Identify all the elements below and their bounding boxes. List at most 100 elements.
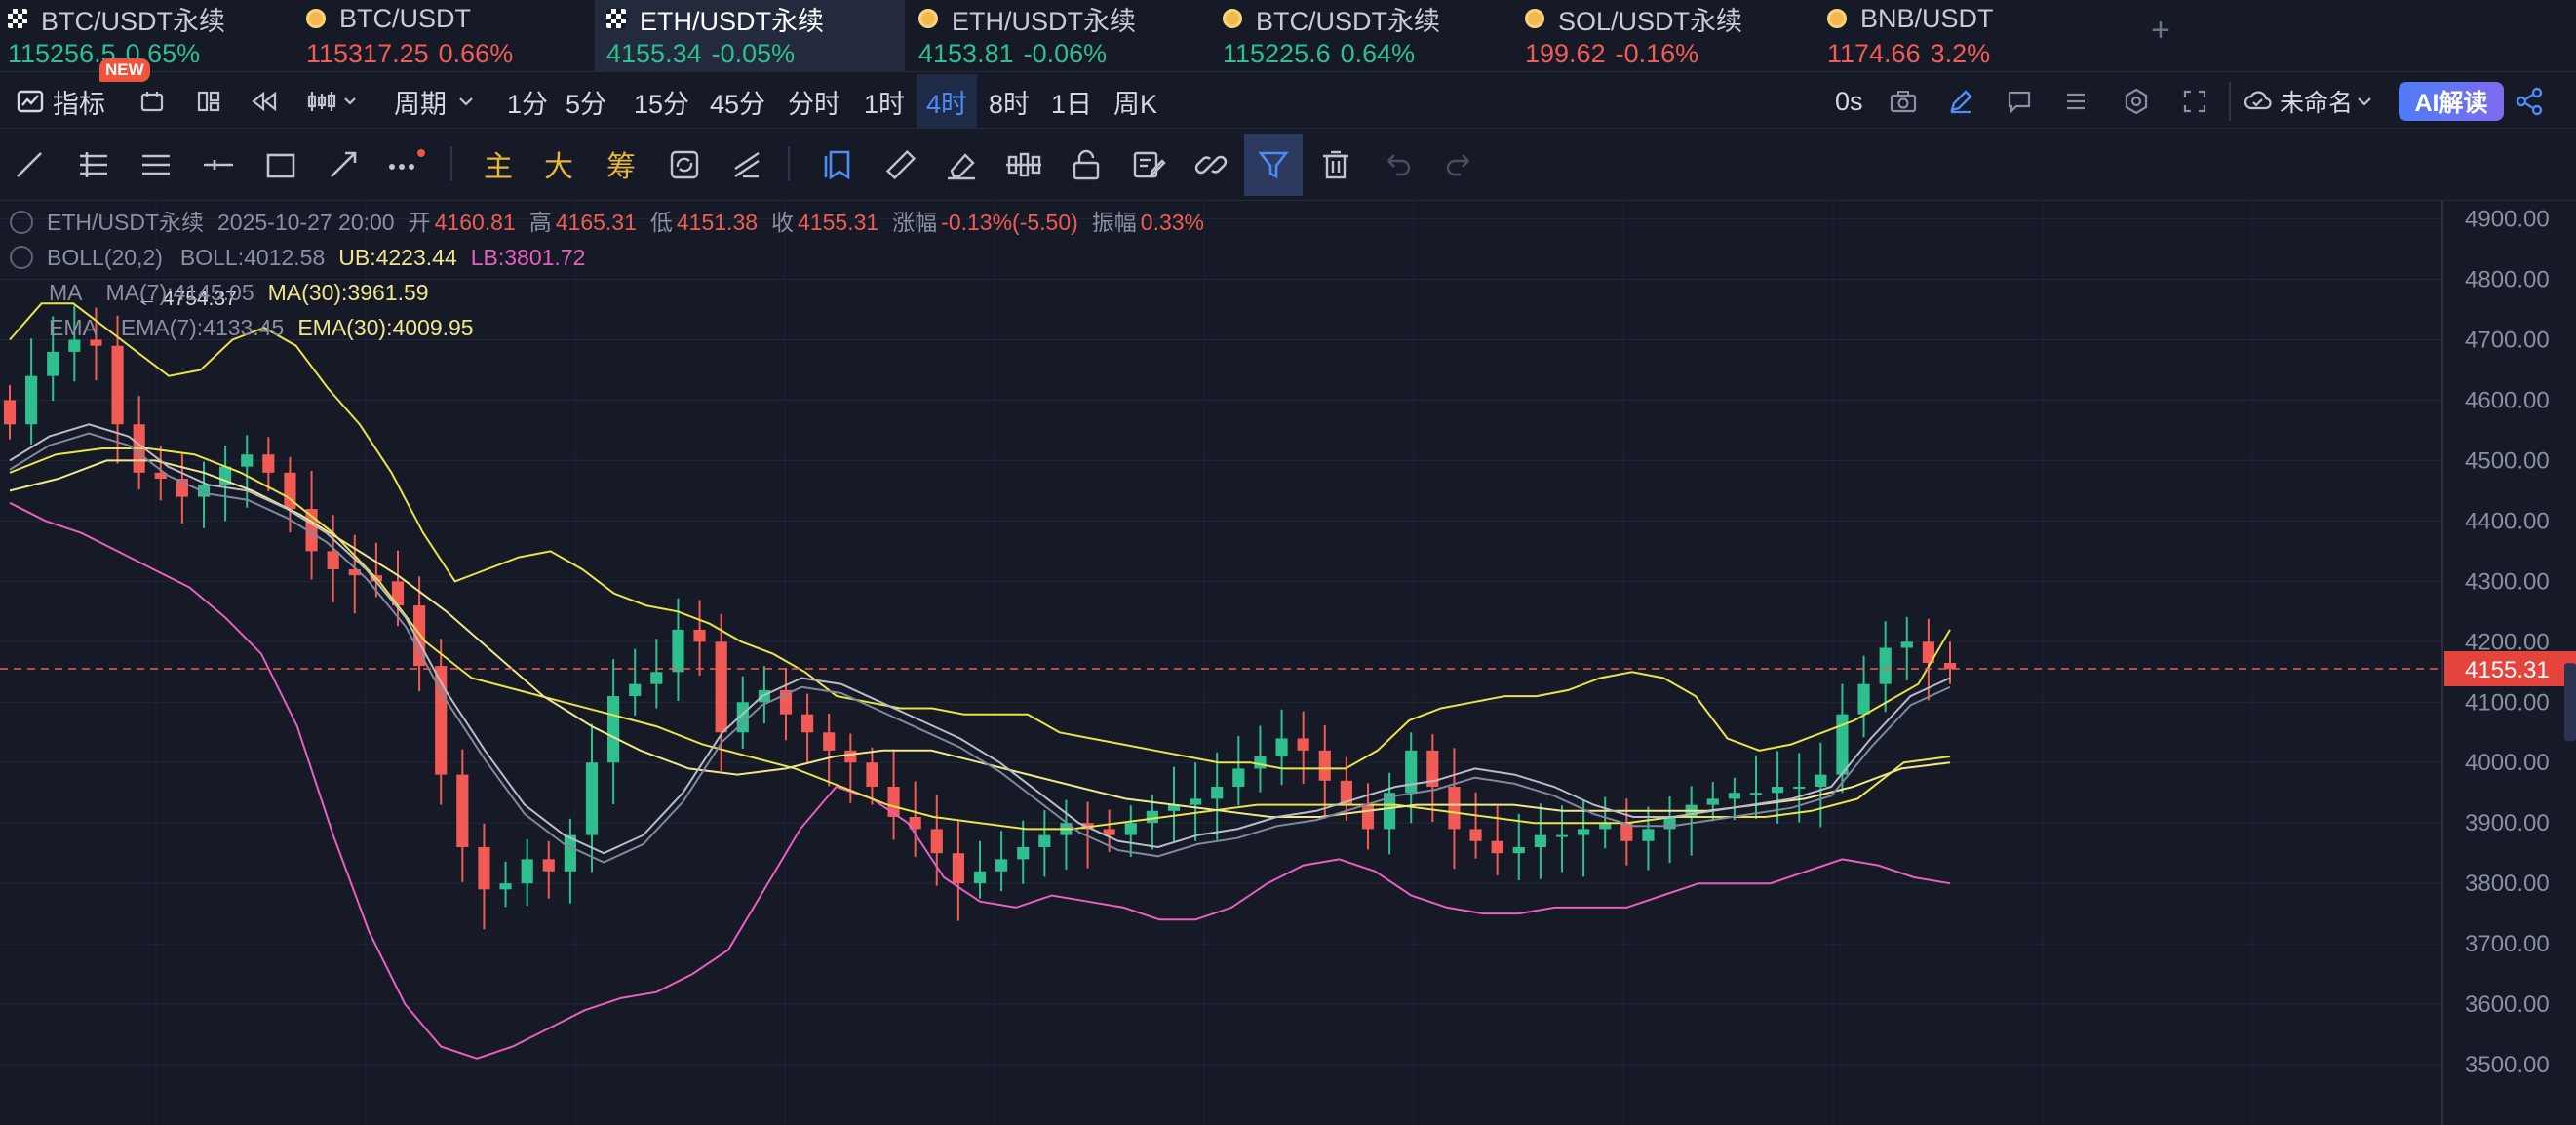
candle-body [1103,829,1115,835]
candle-body [887,787,900,817]
price-chart[interactable]: 4900.00 4800.00 4700.00 4600.00 4500.00 4400.… [0,201,2576,1125]
collapse-icon[interactable] [10,246,33,269]
candle-body [3,400,17,425]
pattern-icon[interactable] [995,134,1053,196]
y-tick-label: 4200.00 [2465,629,2550,655]
ray-icon[interactable] [314,134,372,196]
candle-body [111,345,124,425]
candle-body [1361,804,1375,830]
ticker-name: ETH/USDT永续 [640,6,824,36]
interval-option[interactable]: 分时 [788,89,840,119]
candle-body [1599,823,1612,830]
collapse-icon[interactable] [10,211,33,234]
rectangle-icon[interactable] [252,134,310,196]
pencil-icon[interactable] [1946,74,1975,129]
indicators-button[interactable]: 指标 [16,74,105,129]
ticker-tab[interactable]: BNB/USDT 1174.66 3.2% [1814,0,2106,72]
edit-note-icon[interactable] [1119,134,1178,196]
boll-ub: UB:4223.44 [338,245,457,270]
period-dropdown[interactable]: 周期 [394,74,480,129]
checker-icon [606,9,626,28]
main-chart-toggle[interactable]: 主 [484,151,513,183]
candle-body [1448,787,1461,830]
redo-icon[interactable] [1429,134,1488,196]
interval-option[interactable]: 1日 [1051,89,1093,119]
ticker-name-row: SOL/USDT永续 [1525,4,1814,36]
layout-name-dropdown[interactable]: 未命名 [2243,74,2376,129]
ticker-price: 115225.6 [1223,39,1331,68]
ticker-change: 0.64% [1340,39,1416,68]
ticker-tab[interactable]: BTC/USDT永续 115256.5 0.65% [0,0,293,72]
horizontal-line-icon[interactable] [189,134,248,196]
filter-icon[interactable] [1244,134,1303,196]
boll-upper-line [9,302,1951,770]
ma-row: MA MA(7):4145.05 MA(30):3961.59 [10,275,1218,310]
coin-icon [918,9,938,28]
chips-toggle[interactable]: 筹 [606,151,636,183]
low-label: 低 [649,210,673,235]
more-tools-icon[interactable] [376,134,435,196]
link-icon[interactable] [1182,134,1240,196]
eraser-icon[interactable] [932,134,991,196]
trend-line-icon[interactable] [0,134,59,196]
y-tick-label: 3700.00 [2465,931,2550,957]
camera-icon[interactable] [1888,74,1919,129]
ticker-price-row: 199.62 -0.16% [1525,39,1814,69]
measure-icon[interactable] [718,134,776,196]
candle-body [973,871,987,884]
chart-toolbar: 指标 周期 1分 5分 15分 45分 分时 1时 4时 8时 1日 周K 0s 未命名 [0,74,2576,129]
add-tab-button[interactable]: + [2151,12,2170,49]
candle-body [47,351,59,376]
candle-body [823,732,836,751]
high-value: 4165.31 [555,210,637,235]
ticker-tab[interactable]: ETH/USDT永续 4155.34 -0.05% [595,0,905,72]
interval-option[interactable]: 1分 [507,89,549,119]
interval-option[interactable]: 8时 [989,89,1031,119]
list-icon[interactable] [2061,74,2090,129]
ticker-price: 4155.34 [606,39,702,68]
candle-body [1706,798,1719,805]
unlock-icon[interactable] [1057,134,1115,196]
ai-analysis-button[interactable]: AI解读 [2399,82,2504,121]
candle-body [25,375,38,425]
big-order-toggle[interactable]: 大 [544,151,573,183]
sync-drawing-icon[interactable] [655,134,714,196]
candle-body [995,859,1008,872]
boll-value: BOLL:4012.58 [179,245,326,270]
candle-body [284,472,296,509]
parallel-channel-icon[interactable] [64,134,123,196]
ruler-icon[interactable] [872,134,930,196]
ticker-tab[interactable]: SOL/USDT永续 199.62 -0.16% [1511,0,1814,72]
bookmark-icon[interactable] [809,134,868,196]
comment-icon[interactable] [2005,74,2034,129]
candle-body [413,605,426,667]
settings-icon[interactable] [2122,74,2151,129]
ticker-tab[interactable]: ETH/USDT永续 4153.81 -0.06% [905,0,1209,72]
fullscreen-icon[interactable] [2180,74,2209,129]
template-icon[interactable] [138,74,166,129]
interval-option[interactable]: 周K [1113,89,1158,119]
candle-body [1340,780,1352,805]
interval-option[interactable]: 1时 [864,89,906,119]
candle-body [672,629,684,673]
layout-name: 未命名 [2280,90,2354,117]
replay-icon[interactable] [250,74,279,129]
candle-body [348,568,361,576]
interval-option[interactable]: 45分 [710,89,766,119]
undo-icon[interactable] [1369,134,1427,196]
share-icon[interactable] [2514,74,2545,129]
ticker-change: -0.06% [1023,39,1108,68]
ticker-price-row: 4153.81 -0.06% [918,39,1209,69]
trash-icon[interactable] [1307,134,1365,196]
candle-body [564,834,576,872]
candle-body [629,683,642,697]
interval-option[interactable]: 4时 [917,74,978,129]
candle-type-dropdown[interactable] [306,74,363,129]
interval-option[interactable]: 5分 [566,89,607,119]
ticker-tab[interactable]: BTC/USDT永续 115225.6 0.64% [1209,0,1511,72]
ema7-value: EMA(7):4133.45 [120,315,285,340]
layout-icon[interactable] [195,74,222,129]
horizontal-ray-icon[interactable] [127,134,185,196]
interval-option[interactable]: 15分 [634,89,690,119]
ticker-tab[interactable]: BTC/USDT 115317.25 0.66% [293,0,595,72]
